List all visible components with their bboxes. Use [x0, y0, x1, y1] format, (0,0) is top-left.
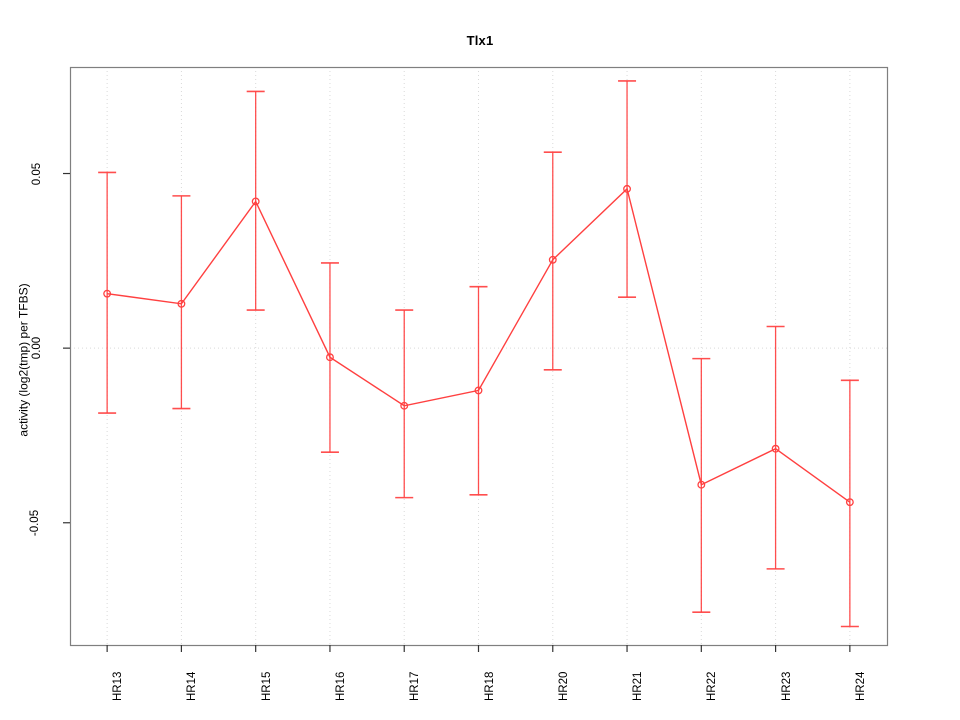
data-point-marker [177, 299, 186, 308]
data-point-marker [845, 498, 854, 507]
x-tick-label: HR21 [632, 672, 661, 713]
y-tick-label: 0.05 [0, 144, 60, 204]
x-tick-label-text: HR15 [260, 671, 273, 701]
data-point-marker [251, 197, 260, 206]
data-point-marker [400, 401, 409, 410]
y-tick-label: -0.05 [0, 493, 60, 553]
x-tick-label-text: HR24 [854, 671, 867, 701]
y-tick-label-text: 0.00 [30, 336, 43, 360]
y-tick-label-text: -0.05 [28, 509, 41, 536]
x-tick-label-text: HR14 [186, 671, 199, 701]
x-tick-label-text: HR21 [632, 671, 645, 701]
x-tick-label-text: HR17 [409, 671, 422, 701]
x-tick-label: HR24 [855, 672, 884, 713]
x-tick-label: HR13 [112, 672, 141, 713]
series-line [107, 187, 851, 503]
x-tick-label: HR23 [781, 672, 810, 713]
y-tick-label: 0.00 [0, 318, 60, 378]
data-points [103, 184, 854, 507]
series-polyline [107, 187, 851, 503]
x-tick-label: HR17 [409, 672, 438, 713]
data-point-marker [771, 444, 780, 453]
x-tick-label-text: HR22 [706, 671, 719, 701]
x-tick-label: HR22 [706, 672, 735, 713]
error-bars [98, 80, 859, 628]
data-point-marker [103, 289, 112, 298]
data-point-marker [623, 184, 631, 193]
x-tick-label-text: HR13 [112, 671, 125, 701]
axis-ticks [63, 172, 851, 652]
data-point-marker [548, 255, 557, 264]
x-tick-label-text: HR20 [557, 671, 570, 701]
chart-title: Tlx1 [466, 33, 494, 48]
x-tick-label-text: HR18 [483, 671, 496, 701]
x-tick-label: HR18 [484, 672, 513, 713]
x-tick-label: HR14 [186, 672, 215, 713]
x-tick-label-text: HR16 [334, 671, 347, 701]
data-point-marker [326, 353, 334, 362]
x-tick-label: HR20 [558, 672, 587, 713]
data-point-marker [697, 480, 706, 489]
x-tick-label: HR15 [261, 672, 290, 713]
x-tick-label-text: HR23 [780, 671, 793, 701]
y-tick-label-text: 0.05 [30, 162, 43, 185]
data-point-marker [474, 386, 483, 395]
x-tick-label: HR16 [335, 672, 364, 713]
